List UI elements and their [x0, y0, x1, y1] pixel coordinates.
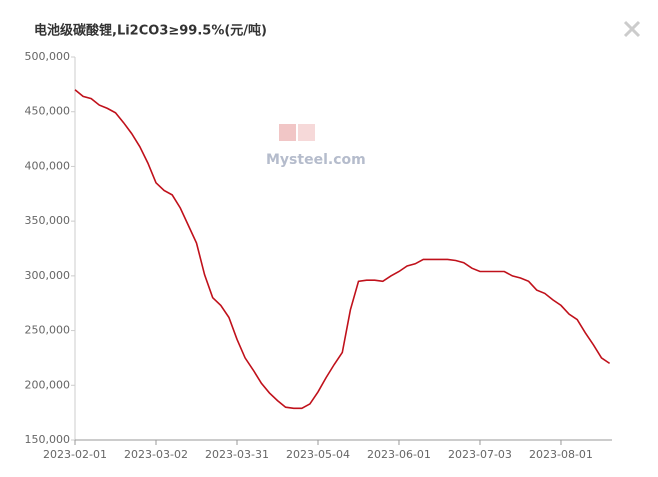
- x-tick-label: 2023-03-31: [205, 448, 269, 461]
- chart-title: 电池级碳酸锂,Li2CO3≥99.5%(元/吨): [34, 23, 267, 39]
- x-tick-label: 2023-07-03: [448, 448, 512, 461]
- y-tick-label: 400,000: [25, 159, 71, 172]
- y-tick-label: 150,000: [25, 433, 71, 446]
- y-tick-label: 200,000: [25, 378, 71, 391]
- watermark-logo: [298, 124, 315, 141]
- x-tick-label: 2023-05-04: [286, 448, 350, 461]
- x-tick-label: 2023-03-02: [124, 448, 188, 461]
- y-tick-label: 250,000: [25, 324, 71, 337]
- x-tick-label: 2023-02-01: [43, 448, 107, 461]
- y-tick-label: 300,000: [25, 269, 71, 282]
- watermark: Mysteel.com: [266, 152, 366, 168]
- y-tick-label: 350,000: [25, 214, 71, 227]
- x-tick-label: 2023-06-01: [367, 448, 431, 461]
- close-icon[interactable]: [623, 20, 641, 38]
- y-tick-label: 450,000: [25, 105, 71, 118]
- x-tick-label: 2023-08-01: [529, 448, 593, 461]
- watermark-logo: [279, 124, 296, 141]
- line-series: [74, 89, 611, 410]
- y-tick-label: 500,000: [25, 50, 71, 63]
